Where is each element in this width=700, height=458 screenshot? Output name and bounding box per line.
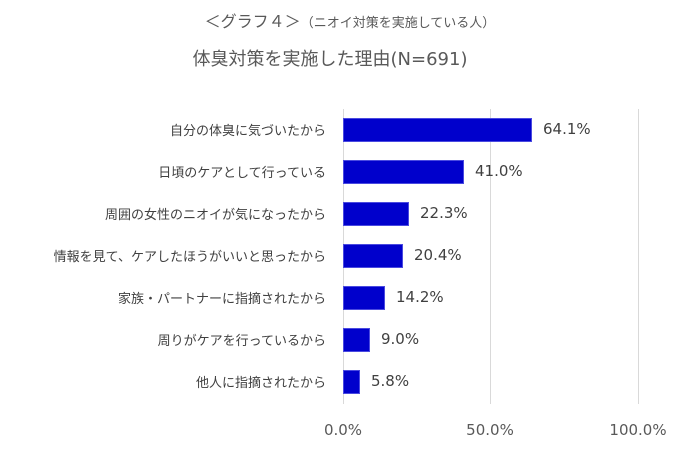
x-tick-label: 0.0% xyxy=(323,421,363,439)
category-label: 周囲の女性のニオイが気になったから xyxy=(104,208,326,223)
category-label: 日頃のケアとして行っている xyxy=(158,166,326,181)
value-label: 14.2% xyxy=(396,288,444,306)
graph-subtitle: （ニオイ対策を実施している人） xyxy=(300,16,496,31)
bar-row: 周りがケアを行っているから 9.0% xyxy=(0,319,700,361)
x-tick-label: 100.0% xyxy=(609,421,667,439)
bar xyxy=(343,202,409,226)
bar-row: 他人に指摘されたから 5.8% xyxy=(0,361,700,403)
category-label: 情報を見て、ケアしたほうがいいと思ったから xyxy=(53,250,326,265)
category-label: 周りがケアを行っているから xyxy=(157,334,326,349)
value-label: 22.3% xyxy=(420,204,468,222)
bar xyxy=(343,370,360,394)
value-label: 20.4% xyxy=(414,246,462,264)
category-label: 自分の体臭に気づいたから xyxy=(169,124,326,139)
plot-area: 自分の体臭に気づいたから 64.1% 日頃のケアとして行っている 41.0% 周… xyxy=(54,109,639,404)
value-label: 41.0% xyxy=(475,162,523,180)
bar-row: 家族・パートナーに指摘されたから 14.2% xyxy=(0,277,700,319)
bar xyxy=(343,328,370,352)
bar-row: 日頃のケアとして行っている 41.0% xyxy=(0,151,700,193)
category-label: 他人に指摘されたから xyxy=(195,376,326,391)
x-tick-label: 50.0% xyxy=(466,421,514,439)
bar-row: 自分の体臭に気づいたから 64.1% xyxy=(0,109,700,151)
graph-label: ＜グラフ４＞ xyxy=(204,12,301,31)
bar xyxy=(343,118,532,142)
gridline-100 xyxy=(638,109,639,404)
bar xyxy=(343,244,403,268)
bar-row: 周囲の女性のニオイが気になったから 22.3% xyxy=(0,193,700,235)
gridline-50 xyxy=(490,109,491,404)
bar xyxy=(343,286,385,310)
bar xyxy=(343,160,464,184)
graph-heading: ＜グラフ４＞（ニオイ対策を実施している人） xyxy=(0,8,700,32)
value-label: 9.0% xyxy=(381,330,420,348)
category-label: 家族・パートナーに指摘されたから xyxy=(117,292,326,307)
bar-row: 情報を見て、ケアしたほうがいいと思ったから 20.4% xyxy=(0,235,700,277)
value-label: 5.8% xyxy=(371,372,410,390)
value-label: 64.1% xyxy=(543,120,591,138)
chart-title: 体臭対策を実施した理由(N=691) xyxy=(192,49,468,70)
